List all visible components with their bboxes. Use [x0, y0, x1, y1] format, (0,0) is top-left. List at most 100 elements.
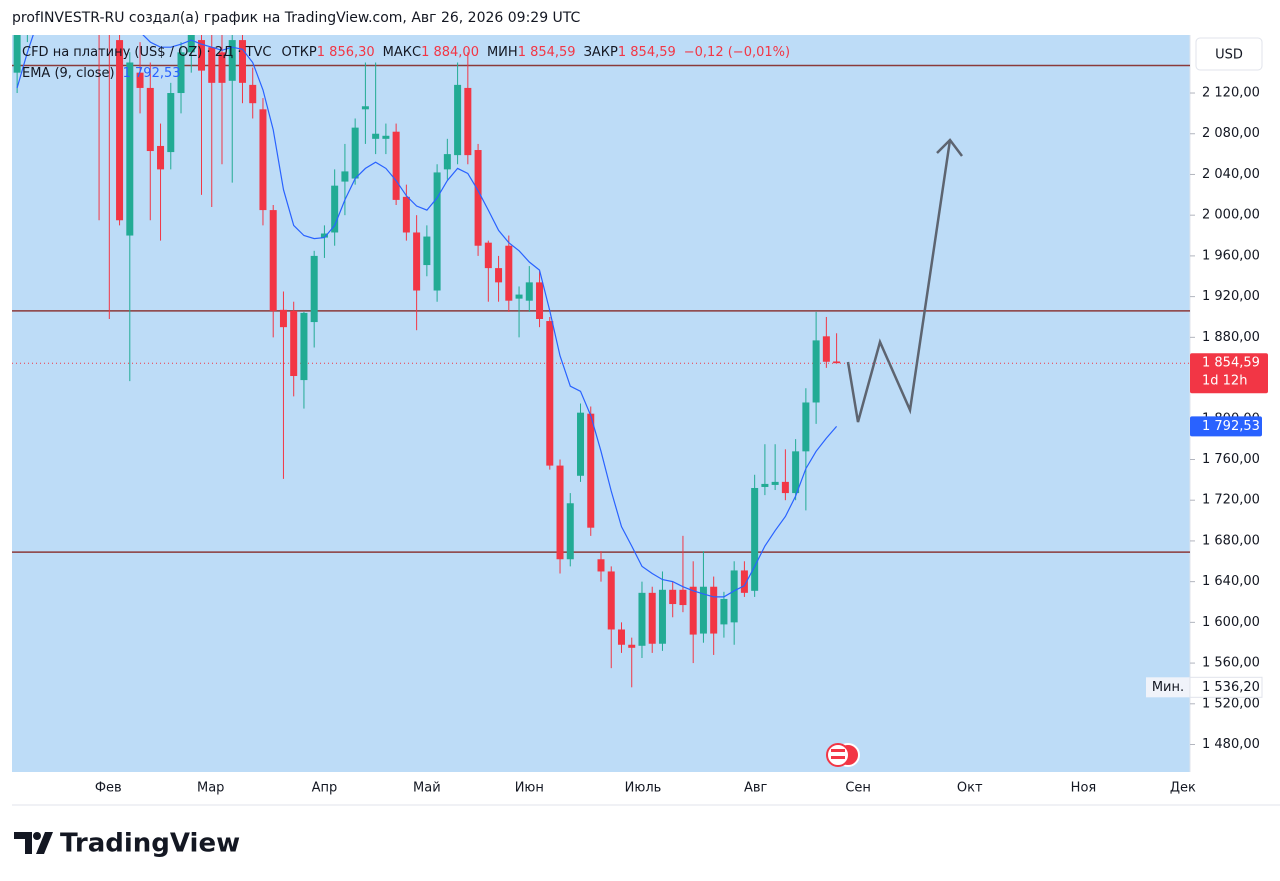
- candle-body: [761, 483, 769, 487]
- candle-body: [658, 589, 666, 644]
- projection-arrowhead: [936, 138, 963, 157]
- candle-body: [443, 154, 451, 170]
- candle-body: [177, 52, 185, 94]
- candle-body: [208, 47, 216, 83]
- candle-body: [617, 629, 625, 645]
- candle-body: [116, 40, 124, 221]
- candle-body: [249, 84, 257, 104]
- candle-body: [699, 586, 707, 634]
- candle-body: [464, 87, 472, 156]
- candle-body: [802, 402, 810, 452]
- y-tick-label: 1 680,00: [1202, 533, 1260, 548]
- candle-body: [822, 336, 830, 362]
- min-name-box: [1146, 677, 1190, 698]
- candle-body: [679, 589, 687, 606]
- x-tick-label: Фев: [95, 781, 122, 796]
- candle-body: [505, 245, 513, 301]
- candle-body: [413, 232, 421, 291]
- candle-body: [546, 321, 554, 466]
- currency-button[interactable]: [1195, 37, 1263, 71]
- candle-body: [392, 131, 400, 200]
- x-tick-label: Авг: [744, 781, 768, 796]
- candle-body: [218, 52, 226, 83]
- x-tick-label: Мар: [197, 781, 224, 796]
- legend-value: 1 854,59: [618, 45, 676, 60]
- y-tick-label: 2 040,00: [1202, 167, 1260, 182]
- candle-body: [792, 451, 800, 494]
- candle-body: [361, 106, 369, 110]
- candle-body: [382, 135, 390, 139]
- x-tick-label: Апр: [312, 781, 338, 796]
- last-price-tag: [1190, 353, 1268, 394]
- y-tick-label: 1 560,00: [1202, 656, 1260, 671]
- candle-body: [781, 481, 789, 494]
- ema-tag: [1190, 416, 1262, 437]
- event-flag: [826, 743, 850, 767]
- candle-body: [495, 268, 503, 283]
- candle-body: [228, 40, 236, 81]
- candle-body: [454, 84, 462, 156]
- flag-stripe: [831, 756, 845, 759]
- candle-body: [812, 340, 820, 403]
- candle-body: [566, 503, 574, 560]
- candle-body: [310, 255, 318, 323]
- candle-body: [474, 150, 482, 246]
- legend-name: МАКС: [383, 45, 421, 60]
- legend-name: ОТКР: [282, 45, 317, 60]
- candle-body: [525, 282, 533, 301]
- candle-body: [290, 310, 298, 377]
- candle-body: [607, 571, 615, 630]
- projection-drawing: [846, 138, 963, 423]
- candle-body: [587, 413, 595, 528]
- candle-body: [187, 35, 195, 53]
- candle-body: [751, 487, 759, 591]
- event-icon: [826, 743, 860, 767]
- logo-text: TradingView: [60, 829, 240, 859]
- x-tick-label: Дек: [1170, 781, 1196, 796]
- candle-body: [710, 586, 718, 634]
- candle-body: [669, 589, 677, 605]
- currency-label[interactable]: USD: [1215, 48, 1243, 63]
- candle-body: [628, 644, 636, 648]
- candle-body: [269, 210, 277, 311]
- x-tick-label: Июн: [515, 781, 544, 796]
- y-tick-label: 1 480,00: [1202, 737, 1260, 752]
- candle-body: [126, 62, 134, 236]
- min-value-tag: [1189, 676, 1263, 698]
- countdown-label: 1d 12h: [1202, 374, 1247, 389]
- x-tick-label: Ноя: [1071, 781, 1097, 796]
- indicator-value: 1 792,53: [123, 66, 181, 81]
- logo: TradingView: [14, 829, 240, 859]
- y-tick-label: 1 880,00: [1202, 330, 1260, 345]
- legend-change: −0,12 (−0,01%): [684, 45, 790, 60]
- legend-value: 1 856,30: [317, 45, 375, 60]
- ema-line: [16, 35, 838, 598]
- candle-body: [13, 35, 21, 73]
- x-tick-label: Май: [413, 781, 441, 796]
- ema-tag-label: 1 792,53: [1202, 419, 1260, 434]
- candle-body: [556, 465, 564, 560]
- candle-body: [167, 93, 175, 153]
- candle-body: [300, 312, 308, 381]
- candle-body: [157, 145, 165, 170]
- min-value-label: 1 536,20: [1202, 680, 1260, 695]
- legend-name: ЗАКР: [584, 45, 618, 60]
- candle-body: [720, 598, 728, 625]
- plot-background: [12, 35, 1190, 772]
- x-tick-label: Окт: [957, 781, 983, 796]
- candle-body: [536, 282, 544, 320]
- last-price-label: 1 854,59: [1202, 356, 1260, 371]
- candle-body: [331, 185, 339, 233]
- x-tick-label: Июль: [625, 781, 662, 796]
- candle-body: [638, 592, 646, 646]
- candle-body: [484, 242, 492, 269]
- candle-body: [689, 586, 697, 635]
- y-tick-label: 1 720,00: [1202, 493, 1260, 508]
- candle-body: [279, 309, 287, 328]
- min-name: Мин.: [1152, 680, 1184, 695]
- candle-body: [648, 592, 656, 644]
- y-tick-label: 2 080,00: [1202, 126, 1260, 141]
- logo-dot: [33, 832, 41, 840]
- legend-line: CFD на платину (US$ / OZ) · 2Д · TVC ОТКР…: [22, 45, 790, 60]
